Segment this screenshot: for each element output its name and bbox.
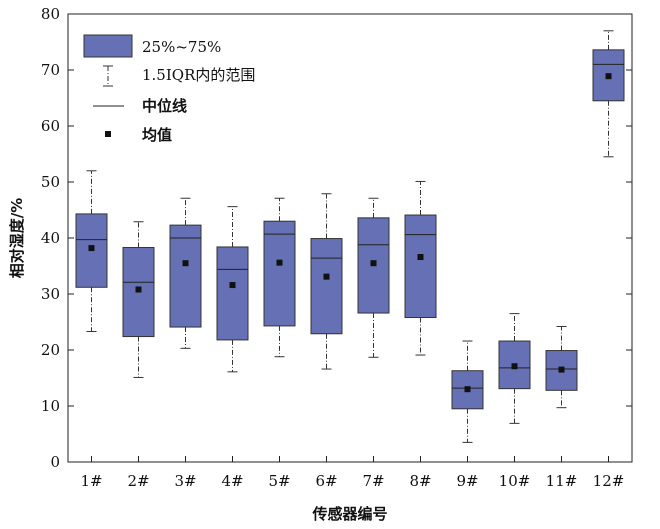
x-tick-label: 6# <box>315 472 337 490</box>
y-tick-label: 40 <box>41 229 60 247</box>
y-tick-label: 10 <box>41 397 60 415</box>
mean-marker <box>276 259 283 266</box>
mean-marker <box>511 363 518 370</box>
box-group <box>310 193 343 370</box>
box-group <box>263 197 296 358</box>
box-group <box>545 325 578 409</box>
iqr-box <box>404 214 437 319</box>
iqr-box <box>216 246 249 341</box>
y-tick-label: 50 <box>41 173 60 191</box>
legend-box-swatch <box>83 34 133 58</box>
mean-marker <box>323 273 330 280</box>
x-tick-label: 4# <box>221 472 243 490</box>
box-group <box>122 221 155 378</box>
mean-marker <box>605 73 612 80</box>
mean-marker <box>229 282 236 289</box>
iqr-box <box>263 220 296 327</box>
box-group <box>592 30 625 158</box>
box-group <box>169 197 202 349</box>
x-tick-label: 1# <box>80 472 102 490</box>
mean-marker <box>464 386 471 393</box>
box-group <box>404 180 437 356</box>
legend-label-iqr-box: 25%~75% <box>142 38 221 56</box>
y-tick-label: 80 <box>41 5 60 23</box>
x-tick-label: 12# <box>593 472 625 490</box>
x-tick-label: 10# <box>499 472 531 490</box>
mean-marker <box>558 366 565 373</box>
legend: 25%~75% 1.5IQR内的范围 中位线 均值 <box>83 34 255 144</box>
legend-label-whisker-range: 1.5IQR内的范围 <box>142 66 255 84</box>
y-tick-label: 20 <box>41 341 60 359</box>
legend-label-mean: 均值 <box>142 126 172 144</box>
y-tick-label: 0 <box>50 453 60 471</box>
x-tick-label: 11# <box>546 472 578 490</box>
legend-mean-marker <box>105 131 111 137</box>
boxplot-series <box>75 30 625 443</box>
iqr-box <box>169 224 202 328</box>
y-tick-label: 70 <box>41 61 60 79</box>
x-axis-label: 传感器编号 <box>311 505 387 523</box>
y-tick-label: 60 <box>41 117 60 135</box>
x-tick-label: 8# <box>409 472 431 490</box>
x-tick-label: 7# <box>362 472 384 490</box>
x-tick-label: 5# <box>268 472 290 490</box>
iqr-box <box>310 238 343 335</box>
mean-marker <box>182 260 189 267</box>
x-tick-label: 2# <box>127 472 149 490</box>
mean-marker <box>88 245 95 252</box>
legend-label-median: 中位线 <box>142 97 187 115</box>
x-tick-label: 3# <box>174 472 196 490</box>
y-axis-label: 相对湿度/% <box>8 198 26 279</box>
plot-area-frame <box>67 13 633 463</box>
box-group <box>357 197 390 358</box>
box-group <box>498 313 531 424</box>
y-axis-ticks: 0 10 20 30 40 50 60 70 80 <box>41 5 632 471</box>
y-tick-label: 30 <box>41 285 60 303</box>
x-tick-label: 9# <box>456 472 478 490</box>
mean-marker <box>370 260 377 267</box>
mean-marker <box>135 286 142 293</box>
box-group <box>216 206 249 373</box>
mean-marker <box>417 254 424 261</box>
x-axis-ticks: 1# 2# 3# 4# 5# 6# 7# 8# 9# 10# 11# 12# <box>80 456 624 490</box>
box-group <box>451 340 484 443</box>
box-group <box>75 170 108 333</box>
